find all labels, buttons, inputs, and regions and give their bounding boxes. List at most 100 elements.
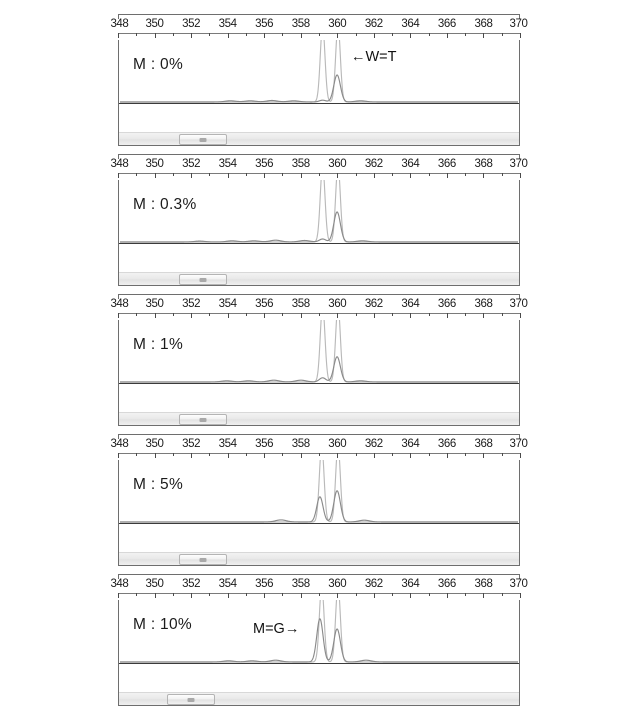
axis-tick-label: 368 xyxy=(474,296,492,312)
electropherogram-figure: 348350352354356358360362364366368370 M : … xyxy=(0,0,640,640)
axis-major-tick xyxy=(118,33,119,38)
axis-tick-label: 358 xyxy=(292,16,310,32)
axis-minor-tick xyxy=(209,313,210,316)
axis-minor-tick xyxy=(465,173,466,176)
trace-plot-area[interactable]: M : 10%M=G→ xyxy=(119,600,519,664)
axis-minor-tick xyxy=(392,453,393,456)
axis-major-tick xyxy=(118,313,119,318)
axis-top-rule xyxy=(118,154,520,155)
scrollbar-thumb[interactable] xyxy=(179,274,227,285)
axis-minor-tick xyxy=(173,313,174,316)
axis-major-tick xyxy=(301,593,302,598)
horizontal-scrollbar[interactable] xyxy=(119,272,519,285)
axis-major-tick xyxy=(228,173,229,178)
size-axis: 348350352354356358360362364366368370 xyxy=(118,14,520,40)
axis-minor-tick xyxy=(356,33,357,36)
horizontal-scrollbar[interactable] xyxy=(119,692,519,705)
axis-tick-labels: 348350352354356358360362364366368370 xyxy=(118,156,520,172)
axis-minor-tick xyxy=(392,173,393,176)
axis-minor-tick xyxy=(209,453,210,456)
axis-tick-label: 350 xyxy=(146,16,164,32)
axis-major-tick xyxy=(483,33,484,38)
axis-major-tick xyxy=(155,313,156,318)
trace-plot-area[interactable]: M : 5% xyxy=(119,460,519,524)
panel-concentration-label: M : 1% xyxy=(133,336,183,354)
scrollbar-grip-icon xyxy=(200,138,207,142)
scrollbar-thumb[interactable] xyxy=(179,554,227,565)
trace-curve-dark xyxy=(120,491,518,522)
axis-major-tick xyxy=(191,313,192,318)
panel-lower-area xyxy=(119,244,519,285)
axis-tick-label: 358 xyxy=(292,436,310,452)
axis-minor-tick xyxy=(173,173,174,176)
axis-top-rule xyxy=(118,574,520,575)
trace-plot-area[interactable]: M : 0.3% xyxy=(119,180,519,244)
axis-minor-tick xyxy=(282,453,283,456)
axis-major-tick xyxy=(228,453,229,458)
axis-minor-tick xyxy=(246,33,247,36)
axis-major-tick xyxy=(410,453,411,458)
axis-minor-tick xyxy=(282,593,283,596)
panel-body: M : 0%←W=T xyxy=(118,40,520,146)
axis-minor-tick xyxy=(429,453,430,456)
axis-major-tick xyxy=(410,593,411,598)
axis-tick-label: 362 xyxy=(365,436,383,452)
axis-tick-label: 370 xyxy=(510,576,528,592)
axis-tick-label: 364 xyxy=(401,156,419,172)
scrollbar-thumb[interactable] xyxy=(179,414,227,425)
axis-tick-label: 348 xyxy=(110,296,128,312)
axis-minor-tick xyxy=(246,173,247,176)
axis-tick-label: 370 xyxy=(510,296,528,312)
axis-tick-label: 368 xyxy=(474,436,492,452)
axis-minor-tick xyxy=(173,593,174,596)
axis-major-tick xyxy=(264,313,265,318)
axis-minor-tick xyxy=(209,173,210,176)
axis-minor-tick xyxy=(502,453,503,456)
axis-top-rule xyxy=(118,434,520,435)
horizontal-scrollbar[interactable] xyxy=(119,412,519,425)
axis-tick-label: 362 xyxy=(365,576,383,592)
size-axis: 348350352354356358360362364366368370 xyxy=(118,574,520,600)
axis-tick-label: 350 xyxy=(146,296,164,312)
axis-major-tick xyxy=(155,33,156,38)
axis-major-tick xyxy=(447,593,448,598)
axis-tick-label: 352 xyxy=(182,436,200,452)
axis-tick-label: 370 xyxy=(510,436,528,452)
axis-tick-label: 354 xyxy=(219,296,237,312)
axis-tick-label: 366 xyxy=(438,436,456,452)
axis-minor-tick xyxy=(465,453,466,456)
axis-minor-tick xyxy=(429,33,430,36)
axis-minor-tick xyxy=(502,313,503,316)
axis-major-tick xyxy=(228,313,229,318)
scrollbar-thumb[interactable] xyxy=(179,134,227,145)
axis-tick-row xyxy=(118,593,520,600)
axis-major-tick xyxy=(155,593,156,598)
horizontal-scrollbar[interactable] xyxy=(119,132,519,145)
axis-tick-label: 352 xyxy=(182,576,200,592)
axis-major-tick xyxy=(520,313,521,318)
scrollbar-grip-icon xyxy=(200,278,207,282)
axis-tick-label: 368 xyxy=(474,16,492,32)
axis-major-tick xyxy=(118,593,119,598)
axis-major-tick xyxy=(264,33,265,38)
scrollbar-grip-icon xyxy=(188,698,195,702)
axis-major-tick xyxy=(374,313,375,318)
size-axis: 348350352354356358360362364366368370 xyxy=(118,154,520,180)
axis-tick-label: 354 xyxy=(219,16,237,32)
axis-minor-tick xyxy=(209,593,210,596)
axis-tick-labels: 348350352354356358360362364366368370 xyxy=(118,16,520,32)
axis-tick-label: 362 xyxy=(365,296,383,312)
axis-major-tick xyxy=(410,313,411,318)
axis-minor-tick xyxy=(246,313,247,316)
axis-tick-labels: 348350352354356358360362364366368370 xyxy=(118,296,520,312)
axis-tick-row xyxy=(118,313,520,320)
scrollbar-thumb[interactable] xyxy=(167,694,215,705)
axis-tick-label: 360 xyxy=(328,436,346,452)
trace-plot-area[interactable]: M : 1% xyxy=(119,320,519,384)
panel-lower-area xyxy=(119,664,519,705)
axis-tick-label: 358 xyxy=(292,156,310,172)
axis-minor-tick xyxy=(356,173,357,176)
horizontal-scrollbar[interactable] xyxy=(119,552,519,565)
axis-major-tick xyxy=(520,33,521,38)
trace-plot-area[interactable]: M : 0%←W=T xyxy=(119,40,519,104)
